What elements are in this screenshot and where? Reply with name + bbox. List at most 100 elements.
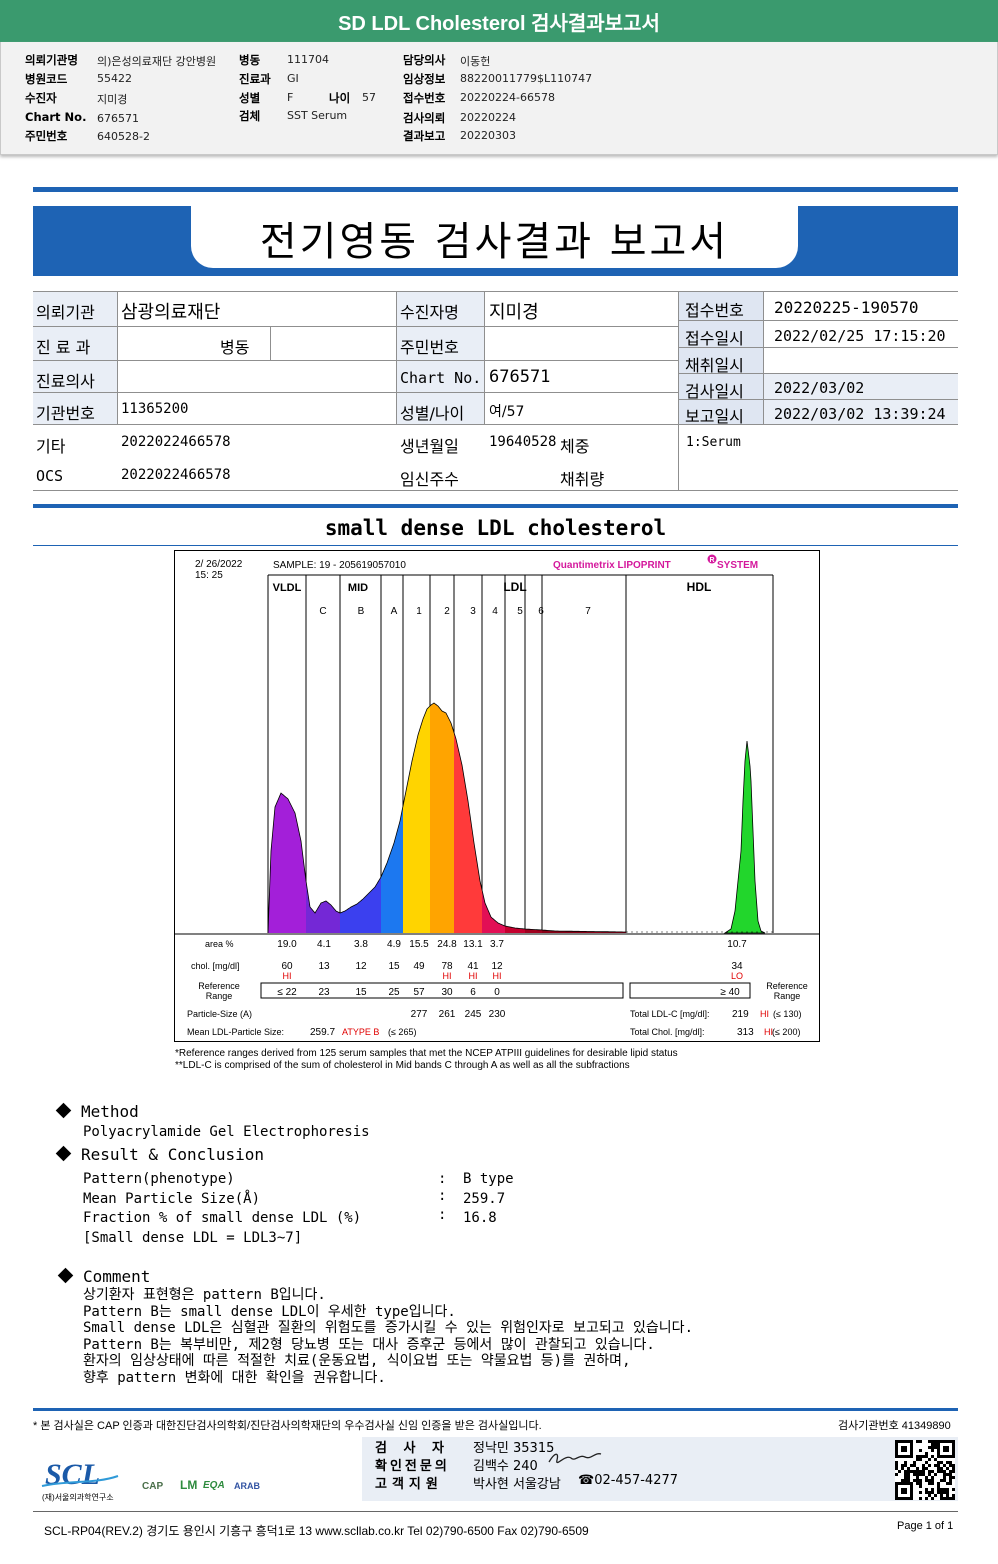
qr-module [943,1464,946,1467]
qr-module [940,1479,943,1482]
band-area-1 [306,881,340,933]
label-shade [678,292,763,424]
qr-module [946,1467,949,1470]
band-label-B: B [358,606,365,617]
result-val-2: 16.8 [463,1210,497,1226]
qr-module [913,1461,916,1464]
doctor-label: 진료의사 [36,372,95,391]
page-number: Page 1 of 1 [897,1520,954,1532]
etc-value: 2022022466578 [121,434,231,450]
accred-eqa: EQA [203,1480,225,1491]
qr-module [919,1497,922,1500]
recvno-value: 20220225-190570 [774,298,919,317]
qr-module [913,1464,916,1467]
table-line [33,326,678,327]
coll-label: 채취일시 [685,356,744,375]
birth-value: 19640528 [489,434,557,450]
mean-label: Mean LDL-Particle Size: [187,1027,284,1037]
chol-flag: HI [443,971,452,981]
chol-value: 78 [441,961,453,972]
qr-module [931,1479,934,1482]
chart-sample: SAMPLE: 19 - 205619057010 [273,560,406,571]
table-line [678,320,958,321]
result-key-1: Mean Particle Size(Å) [83,1191,261,1207]
qr-module [934,1446,937,1449]
org-value: 11365200 [121,401,189,417]
mean-value: 259.7 [310,1027,335,1038]
comment-heading-text: Comment [83,1267,151,1286]
qr-module [934,1458,937,1461]
total-chol-label: Total Chol. [mg/dl]: [630,1027,705,1037]
qr-module [925,1476,928,1479]
qr-module [952,1476,955,1479]
dept-label: 진료과 [239,72,271,86]
qr-module [931,1443,934,1446]
org-label: 기관번호 [36,404,95,423]
qr-module [943,1488,946,1491]
dept-value: 병동 [220,338,250,357]
chart-date: 2/ 26/2022 [195,559,243,570]
sex-value: F [287,91,294,104]
diamond-bullet-icon [55,1145,72,1162]
total-ldl-ref: (≤ 130) [773,1009,801,1019]
top-title-bar: SD LDL Cholesterol 검사결과보고서 [0,0,998,42]
ref-value: 15 [355,987,367,998]
cert-statement: * 본 검사실은 CAP 인증과 대한진단검사의학회/진단검사의학재단의 우수검… [33,1420,542,1432]
footer-bottom-rule [33,1511,958,1512]
qr-module [904,1470,907,1473]
qr-module [937,1464,940,1467]
area-value: 4.9 [387,939,401,950]
qr-module [931,1497,934,1500]
qr-module [949,1470,952,1473]
qr-module [928,1440,931,1443]
req-value: 20220224 [460,111,516,124]
ocs-value: 2022022466578 [121,467,231,483]
spec-value: SST Serum [287,109,348,122]
area-value: 3.7 [490,939,504,950]
qr-module [934,1473,937,1476]
result-key-2: Fraction % of small dense LDL (%) [83,1210,362,1226]
sex-label: 성별 [239,91,261,105]
name-label: 수진자명 [400,303,459,322]
qr-module [922,1464,925,1467]
qr-module [925,1497,928,1500]
band-label-5: 5 [517,606,523,617]
diamond-bullet-icon [55,1102,72,1119]
report-banner-inner [191,206,798,268]
total-ldl-label: Total LDL-C [mg/dl]: [630,1009,710,1019]
report-title: 전기영동 검사결과 보고서 [259,219,730,265]
qr-module [931,1446,934,1449]
comment-line: 향후 pattern 변화에 대한 확인을 권유합니다. [83,1370,386,1386]
top-title: SD LDL Cholesterol 검사결과보고서 [338,12,660,35]
qr-module [940,1494,943,1497]
qr-module [949,1473,952,1476]
dept-value: GI [287,72,299,85]
lipoprint-chart: 2/ 26/2022 15: 25 SAMPLE: 19 - 20561905701… [174,550,820,1042]
tester-label: 검 사 자 [375,1441,450,1456]
qr-module [913,1473,916,1476]
qr-module [922,1467,925,1470]
label-shade-mid [396,292,484,424]
age-label: 나이 [329,91,351,105]
qr-module [937,1461,940,1464]
ward-label: 병동 [239,53,261,67]
spec-label: 검체 [239,109,261,123]
test-value: 2022/03/02 [774,379,865,397]
preg-label: 임신주수 [400,470,459,489]
age-value: 57 [362,91,376,104]
band-area-3 [381,806,403,933]
etc-label: 기타 [36,437,66,456]
result-note: [Small dense LDL = LDL3~7] [83,1230,303,1246]
table-line [678,373,958,374]
qr-module [928,1494,931,1497]
ref-value: 0 [494,987,500,998]
qr-module [907,1473,910,1476]
doc-label: 담당의사 [403,53,446,67]
qr-module [940,1467,943,1470]
section-rule [33,504,958,508]
qr-module [928,1482,931,1485]
sexage-label: 성별/나이 [400,404,465,423]
particle-value: 230 [489,1009,506,1020]
tester-value: 정낙민 35315 [473,1441,555,1456]
qr-module [928,1479,931,1482]
